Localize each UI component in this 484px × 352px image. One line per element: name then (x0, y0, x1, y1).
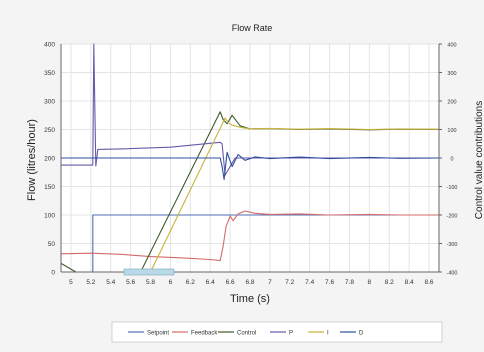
y2-tick-label: 300 (447, 71, 456, 77)
y2-tick-label: 100 (447, 128, 456, 134)
series-line-p (61, 43, 439, 176)
y2-tick-label: -400 (446, 271, 457, 277)
x-tick-label: 8.6 (425, 279, 434, 286)
x-tick-label: 5 (69, 279, 73, 286)
y2-tick-labels: -400 -300 -200 -100 0 100 200 300 400 (439, 43, 458, 277)
x-tick-label: 5.4 (106, 279, 115, 286)
x-tick-label: 7.6 (325, 279, 334, 286)
y-tick-label: 0 (51, 270, 55, 277)
y-tick-labels: 0 50 100 150 200 250 300 350 400 (44, 42, 55, 277)
y2-tick-label: -300 (446, 242, 457, 248)
y2-axis-label: Control value contributions (474, 101, 484, 219)
y-tick-label: 350 (44, 70, 55, 77)
x-tick-label: 5.6 (126, 279, 135, 286)
series-line-d (61, 151, 440, 180)
legend-label-control: Control (237, 331, 256, 337)
x-tick-label: 5.8 (146, 279, 155, 286)
y2-tick-label: 400 (447, 43, 456, 49)
x-tick-label: 7.8 (345, 279, 354, 286)
y-tick-label: 200 (44, 156, 55, 163)
y-tick-label: 250 (44, 127, 55, 134)
y-axis-label: Flow (litres/hour) (26, 119, 38, 201)
legend-label-feedback: Feedback (191, 331, 218, 337)
x-tick-label: 5.2 (86, 279, 95, 286)
x-tick-labels: 5 5.2 5.4 5.6 5.8 6 6.2 6.4 6.6 6.8 7 7.2 7.4 7.6 7.8 8… (69, 279, 434, 286)
legend-label-setpoint: Setpoint (147, 331, 169, 337)
x-tick-label: 6 (169, 279, 173, 286)
x-tick-label: 6.4 (206, 279, 215, 286)
legend-label-d: D (359, 331, 364, 337)
y-tick-label: 150 (44, 184, 55, 191)
y-tick-label: 300 (44, 99, 55, 106)
x-tick-label: 6.2 (186, 279, 195, 286)
series-line-feedback (60, 210, 439, 262)
y-tick-label: 100 (44, 213, 55, 220)
x-tick-label: 8.4 (405, 279, 414, 286)
x-tick-label: 7 (268, 279, 272, 286)
x-tick-label: 6.6 (226, 279, 235, 286)
legend-label-p: P (289, 331, 293, 337)
y2-tick-label: 200 (447, 100, 456, 106)
x-tick-label: 8 (368, 279, 372, 286)
y2-tick-label: 0 (450, 157, 453, 163)
y-tick-label: 400 (44, 42, 55, 49)
x-tick-label: 7.4 (305, 279, 314, 286)
y2-tick-label: -100 (446, 185, 457, 191)
scroll-selection-band[interactable] (123, 268, 175, 276)
chart-title: Flow Rate (232, 23, 273, 33)
y-tick-label: 50 (48, 241, 56, 248)
y2-tick-label: -200 (446, 214, 457, 220)
x-tick-label: 6.8 (245, 279, 254, 286)
x-tick-label: 8.2 (385, 279, 394, 286)
legend-label-i: I (327, 331, 329, 337)
series-line-i (61, 117, 440, 273)
series-lines (60, 43, 440, 273)
legend: Setpoint Feedback Control P I D (128, 331, 364, 337)
x-axis-label: Time (s) (230, 293, 270, 305)
x-tick-label: 7.2 (285, 279, 294, 286)
